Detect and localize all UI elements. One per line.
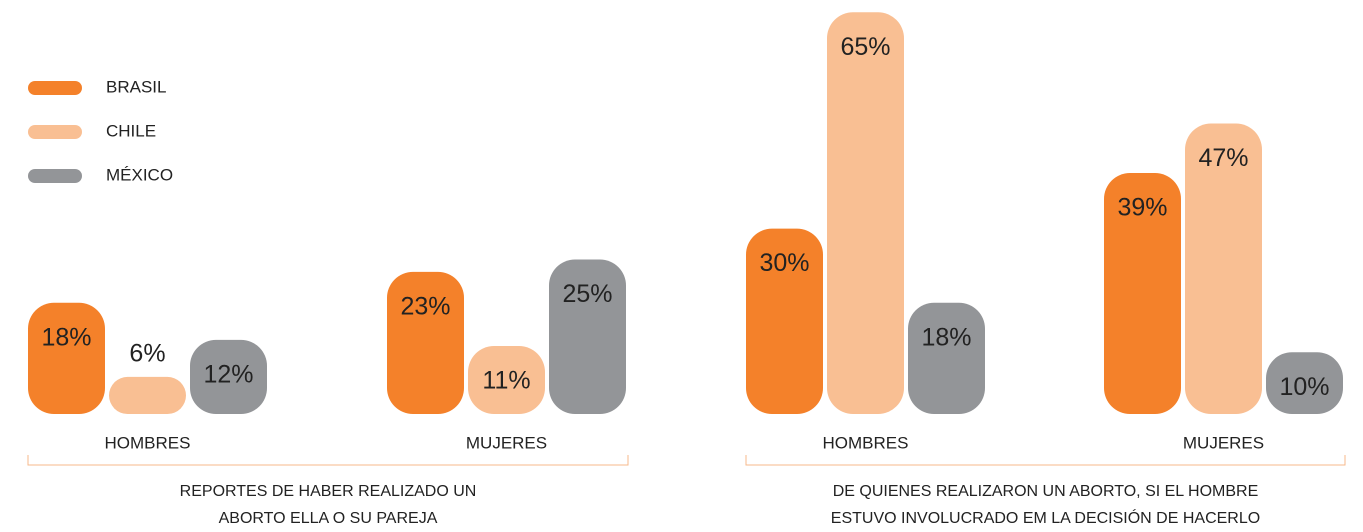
value-label: 11% <box>482 367 530 395</box>
value-label: 6% <box>129 340 165 368</box>
value-label: 47% <box>1198 144 1248 172</box>
bar <box>109 376 186 414</box>
bar <box>190 339 267 414</box>
legend-label: MÉXICO <box>106 165 173 184</box>
legend-swatch <box>28 125 82 139</box>
value-label: 30% <box>759 249 809 277</box>
value-label: 10% <box>1279 373 1329 401</box>
bracket <box>745 455 1346 466</box>
bar <box>746 228 823 414</box>
legend-swatch <box>28 169 82 183</box>
value-label: 18% <box>921 323 971 351</box>
bar <box>1266 352 1343 414</box>
bar <box>1104 172 1181 414</box>
legend-swatch <box>28 81 82 95</box>
chart-title: DE QUIENES REALIZARON UN ABORTO, SI EL H… <box>833 483 1259 500</box>
bar <box>1185 123 1262 414</box>
bracket <box>27 455 629 466</box>
category-label: HOMBRES <box>823 433 909 452</box>
bar <box>387 271 464 414</box>
legend-label: BRASIL <box>106 77 166 96</box>
bar <box>908 302 985 414</box>
chart-title: ESTUVO INVOLUCRADO EM LA DECISIÓN DE HAC… <box>831 508 1260 527</box>
value-label: 12% <box>203 360 253 388</box>
value-label: 39% <box>1117 194 1167 222</box>
bar <box>549 259 626 414</box>
value-label: 23% <box>400 292 450 320</box>
value-label: 65% <box>840 33 890 61</box>
bar <box>468 346 545 414</box>
category-label: HOMBRES <box>105 433 191 452</box>
category-label: MUJERES <box>466 433 547 452</box>
legend-label: CHILE <box>106 121 156 140</box>
bar <box>827 12 904 415</box>
bar <box>28 302 105 414</box>
chart-title: REPORTES DE HABER REALIZADO UN <box>180 483 477 500</box>
chart-title: ABORTO ELLA O SU PAREJA <box>219 510 438 527</box>
value-label: 25% <box>562 280 612 308</box>
value-label: 18% <box>41 323 91 351</box>
category-label: MUJERES <box>1183 433 1264 452</box>
